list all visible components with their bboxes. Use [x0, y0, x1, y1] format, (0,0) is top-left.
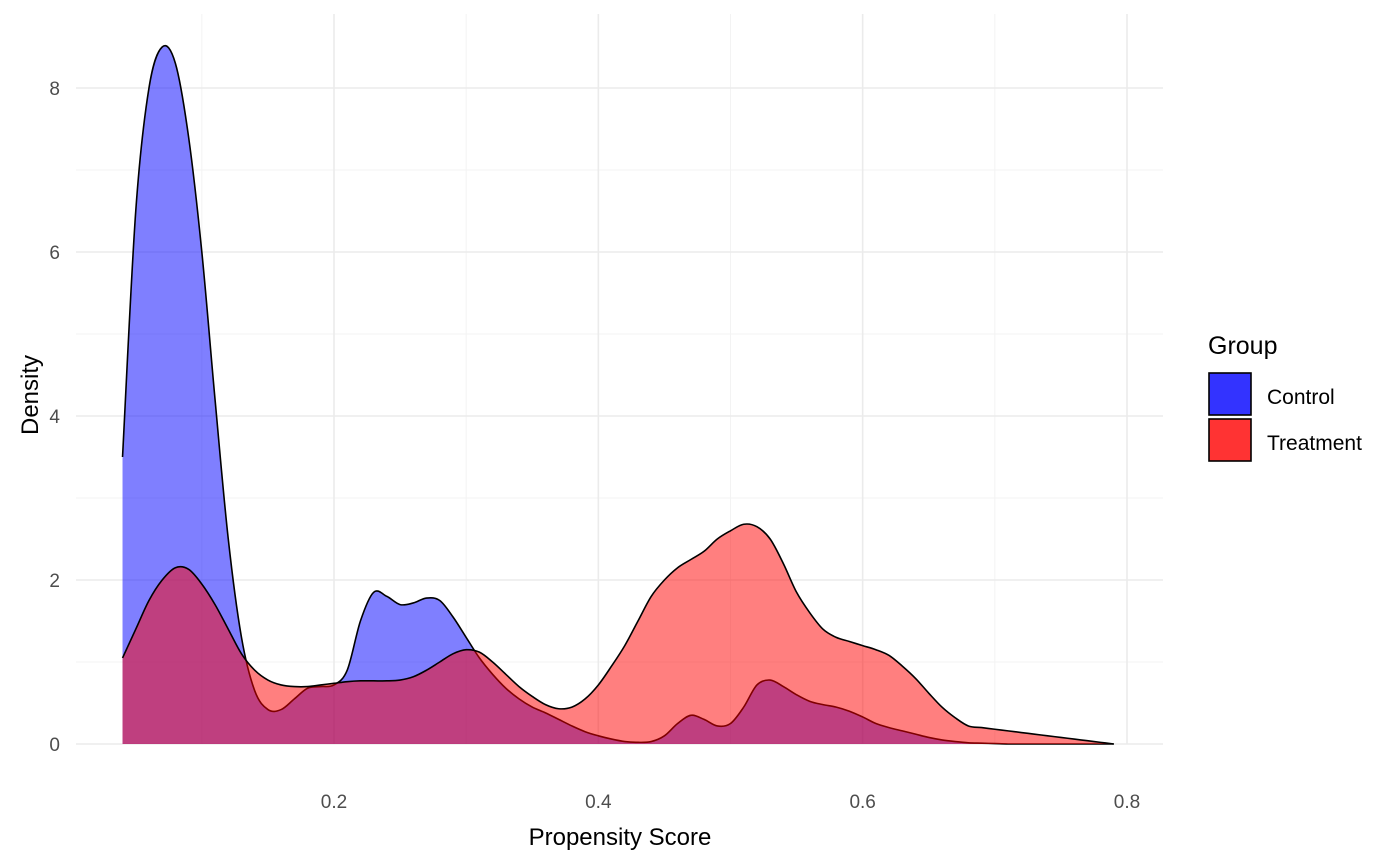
- x-tick-label: 0.8: [1114, 792, 1140, 813]
- legend-label-treatment: Treatment: [1267, 432, 1362, 455]
- y-tick-label: 0: [49, 735, 60, 756]
- density-area-control: [122, 45, 1114, 745]
- density-area-treatment: [122, 523, 1114, 744]
- x-axis-title: Propensity Score: [529, 824, 712, 851]
- x-tick-label: 0.6: [849, 792, 875, 813]
- y-axis-title: Density: [17, 355, 44, 435]
- legend-title: Group: [1208, 332, 1277, 360]
- density-areas: [121, 44, 1114, 745]
- y-tick-label: 6: [49, 243, 60, 264]
- y-tick-label: 2: [49, 571, 60, 592]
- legend: Group Control Treatment: [1208, 332, 1362, 462]
- legend-swatch-treatment: [1208, 418, 1252, 462]
- density-curve-treatment: [121, 523, 1114, 745]
- y-tick-label: 8: [49, 79, 60, 100]
- x-tick-label: 0.4: [585, 792, 612, 813]
- legend-swatch-control: [1208, 372, 1252, 416]
- density-curve-control: [121, 44, 1114, 745]
- x-tick-label: 0.2: [321, 792, 347, 813]
- legend-label-control: Control: [1267, 386, 1335, 409]
- axis-ticks: 0.2 0.4 0.6 0.8 0 2 4 6 8: [49, 79, 1140, 813]
- y-tick-label: 4: [49, 407, 60, 428]
